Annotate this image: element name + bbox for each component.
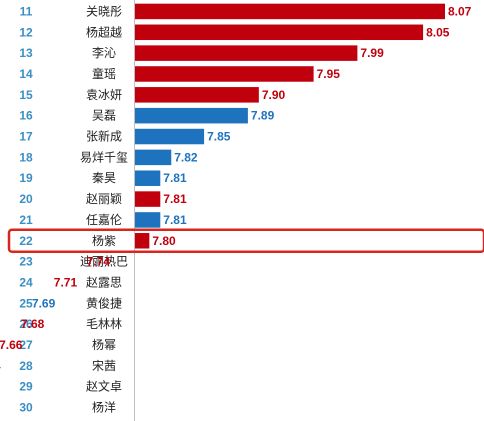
category-label: 秦昊 [92, 171, 116, 185]
bar [135, 66, 314, 82]
chart-row: 17 张新成 7.85 [19, 128, 231, 145]
chart-row: 19 秦昊 7.81 [19, 170, 187, 186]
category-label: 赵丽颖 [86, 192, 122, 206]
chart-row: 25 黄俊捷 7.69 [19, 295, 122, 310]
value-label: 7.69 [32, 296, 56, 310]
rank-label: 29 [19, 380, 33, 394]
chart-row: 13 李沁 7.99 [19, 45, 384, 61]
chart-row: 18 易烊千玺 7.82 [19, 149, 198, 166]
chart-row: 11 关晓彤 8.07 [20, 3, 472, 20]
rank-label: 25 [19, 296, 33, 310]
value-label: 7.95 [317, 67, 341, 81]
category-label: 李沁 [92, 45, 116, 60]
value-label: 7.71 [54, 275, 78, 289]
value-label: 7.64 [0, 359, 1, 373]
category-label: 袁冰妍 [86, 88, 122, 102]
value-label: 7.68 [21, 317, 45, 331]
bar [135, 191, 161, 207]
bar [135, 87, 259, 103]
rank-label: 21 [19, 213, 33, 227]
category-label: 任嘉伦 [86, 212, 122, 227]
rank-label: 26 [19, 317, 33, 331]
category-label: 关晓彤 [86, 4, 122, 18]
highlight-box [7, 228, 484, 254]
value-label: 8.05 [426, 25, 450, 39]
bar [135, 149, 172, 166]
category-label: 吴磊 [92, 109, 116, 123]
rank-label: 27 [19, 338, 33, 352]
chart-row: 27 杨幂 7.66 [0, 337, 116, 352]
value-label: 7.89 [251, 109, 275, 123]
category-label: 杨超越 [86, 24, 122, 39]
category-label: 张新成 [86, 129, 122, 144]
rank-label: 22 [19, 234, 33, 248]
rank-label: 12 [19, 25, 33, 39]
value-label: 8.07 [448, 4, 472, 18]
rank-label: 20 [19, 192, 33, 206]
bar [135, 45, 358, 61]
category-label: 赵露思 [86, 275, 122, 289]
category-label: 杨紫 [92, 233, 116, 248]
rank-label: 28 [19, 359, 33, 373]
value-label: 7.90 [262, 88, 286, 102]
category-label: 宋茜 [92, 358, 116, 373]
value-label: 7.81 [163, 171, 187, 185]
rank-label: 11 [20, 4, 33, 18]
chart-row: 24 赵露思 7.71 [19, 275, 122, 289]
chart-row: 20 赵丽颖 7.81 [19, 191, 187, 207]
chart-row: 28 宋茜 7.64 [0, 358, 116, 373]
chart-row: 21 任嘉伦 7.81 [19, 212, 187, 228]
chart-row: 12 杨超越 8.05 [19, 24, 450, 41]
rank-label: 13 [19, 46, 33, 60]
rank-label: 17 [19, 130, 33, 144]
rank-label: 19 [19, 171, 33, 185]
bar [135, 24, 424, 41]
chart-row: 26 毛林林 7.68 [19, 317, 122, 331]
bar [135, 128, 205, 145]
category-label: 易烊千玺 [80, 150, 128, 164]
value-label: 7.74 [87, 255, 111, 269]
bar [135, 107, 248, 124]
category-label: 童瑶 [92, 66, 116, 81]
rank-label: 14 [19, 67, 33, 81]
value-label: 7.85 [207, 130, 231, 144]
rank-label: 23 [19, 255, 33, 269]
bar [135, 212, 161, 228]
category-label: 杨洋 [92, 400, 116, 415]
bar [135, 3, 445, 20]
chart-row: 29赵文卓7.62 [19, 379, 122, 394]
value-label: 7.99 [360, 46, 384, 60]
rank-label: 30 [19, 401, 33, 415]
rank-label: 16 [19, 109, 33, 123]
chart-row: 14 童瑶 7.95 [19, 66, 340, 82]
highlight-layer [7, 228, 484, 254]
chart-rows: 11 关晓彤 8.07 12 杨超越 8.05 13 李沁 7.99 14 童瑶 7.95 15 袁冰妍 7… [0, 3, 472, 415]
rank-label: 18 [19, 150, 33, 164]
chart-row: 16 吴磊 7.89 [19, 107, 275, 124]
category-label: 迪丽热巴 [80, 255, 128, 269]
chart-row: 15 袁冰妍 7.90 [19, 87, 286, 103]
chart-row: 30杨洋7.60 [19, 400, 116, 415]
category-label: 赵文卓 [86, 379, 122, 394]
bar [135, 170, 161, 186]
value-label: 7.80 [152, 234, 176, 248]
value-label: 7.81 [163, 213, 187, 227]
value-label: 7.66 [0, 338, 23, 352]
chart-row: 22 杨紫 7.80 [19, 233, 176, 249]
value-label: 7.82 [174, 150, 198, 164]
value-label: 7.81 [163, 192, 187, 206]
category-label: 杨幂 [92, 337, 116, 352]
category-label: 毛林林 [86, 317, 122, 331]
bar [135, 233, 150, 249]
rank-label: 15 [19, 88, 33, 102]
category-label: 黄俊捷 [86, 295, 122, 310]
rank-label: 24 [19, 275, 33, 289]
